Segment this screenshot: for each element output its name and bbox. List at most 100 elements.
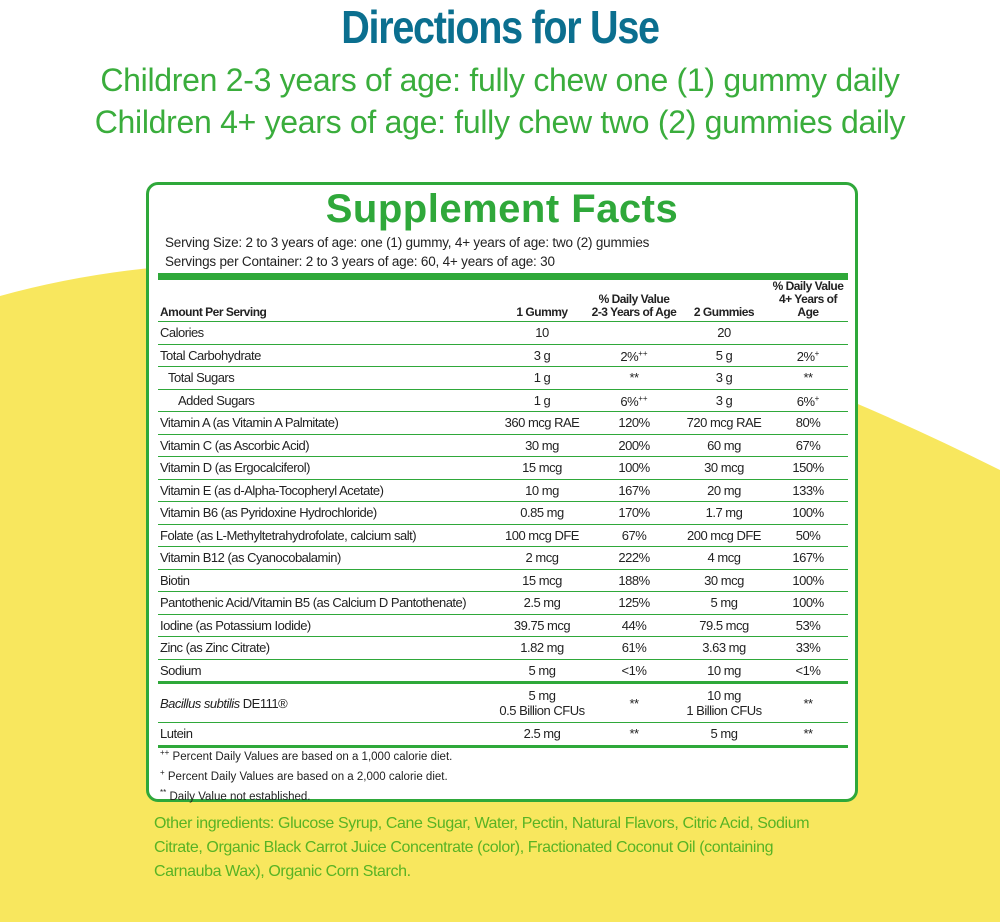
cell-text: <1% xyxy=(621,662,647,678)
header-text: % Daily Value xyxy=(598,292,670,306)
nutrient-name: Biotin xyxy=(158,569,496,592)
amount-cell: 120% xyxy=(588,411,680,435)
footnote-mark: ++ xyxy=(160,748,170,757)
amount-cell: 1 g xyxy=(496,366,588,390)
amount-cell xyxy=(588,321,680,345)
divider xyxy=(158,273,848,280)
amount-cell: 3.63 mg xyxy=(680,636,768,660)
nutrient-row: Total Carbohydrate 3 g 2%++ 5 g 2%+ xyxy=(158,344,848,367)
amount-cell: 1.82 mg xyxy=(496,636,588,660)
amount-cell: 2 mcg xyxy=(496,546,588,570)
cell-text: 80% xyxy=(795,415,821,431)
cell-text: 10 mg xyxy=(707,688,741,703)
amount-cell: 5 g xyxy=(680,344,768,367)
nutrient-name: Vitamin D (as Ergocalciferol) xyxy=(158,456,496,480)
nutrient-name: Vitamin E (as d-Alpha-Tocopheryl Acetate… xyxy=(158,479,496,502)
cell-text: 222% xyxy=(618,550,650,566)
title: Directions for Use xyxy=(341,1,660,53)
name-text: Biotin xyxy=(160,572,190,588)
amount-cell: 100% xyxy=(768,569,848,592)
amount-cell: 6%++ xyxy=(588,389,680,412)
amount-cell: 10 mg xyxy=(680,659,768,683)
amount-cell: 2.5 mg xyxy=(496,591,588,615)
column-header: 2 Gummies xyxy=(680,280,768,322)
amount-cell: 10 xyxy=(496,321,588,345)
column-header: 1 Gummy xyxy=(496,280,588,322)
nutrient-row: Iodine (as Potassium Iodide) 39.75 mcg 44%… xyxy=(158,614,848,637)
amount-cell: 170% xyxy=(588,501,680,525)
cell-text: 120% xyxy=(618,415,650,431)
amount-cell: ** xyxy=(588,681,680,723)
nutrient-row: Lutein 2.5 mg ** 5 mg ** xyxy=(158,722,848,748)
cell-text: 6% xyxy=(796,394,815,410)
cell-text: 100% xyxy=(792,572,824,588)
name-text: Iodine (as Potassium Iodide) xyxy=(160,617,311,633)
name-text: Vitamin E (as d-Alpha-Tocopheryl Acetate… xyxy=(160,482,384,498)
amount-cell: ** xyxy=(588,366,680,390)
cell-text: 125% xyxy=(618,595,650,611)
amount-cell: 125% xyxy=(588,591,680,615)
nutrient-row: Vitamin B6 (as Pyridoxine Hydrochloride)… xyxy=(158,501,848,525)
amount-cell: 360 mcg RAE xyxy=(496,411,588,435)
amount-cell: 33% xyxy=(768,636,848,660)
amount-cell: 2%+ xyxy=(768,344,848,367)
name-text: Vitamin C (as Ascorbic Acid) xyxy=(160,437,310,453)
cell-text: 3 g xyxy=(533,347,551,363)
name-text: Vitamin D (as Ergocalciferol) xyxy=(160,460,310,476)
amount-cell: <1% xyxy=(768,659,848,683)
cell-text: 2% xyxy=(620,349,639,365)
amount-cell: 20 mg xyxy=(680,479,768,502)
nutrient-row: Biotin 15 mcg 188% 30 mcg 100% xyxy=(158,569,848,592)
amount-cell: 3 g xyxy=(496,344,588,367)
cell-note: ++ xyxy=(638,349,648,359)
cell-text: 188% xyxy=(618,572,650,588)
cell-text: 100 mcg DFE xyxy=(505,527,579,543)
name-text: Vitamin A (as Vitamin A Palmitate) xyxy=(160,415,339,431)
nutrient-row: Vitamin D (as Ergocalciferol) 15 mcg 100% 3… xyxy=(158,456,848,480)
cell-text: 15 mcg xyxy=(522,572,562,588)
nutrient-name: Vitamin C (as Ascorbic Acid) xyxy=(158,434,496,457)
cell-text: 79.5 mcg xyxy=(699,617,749,633)
name-italic: Bacillus subtilis xyxy=(160,695,240,711)
amount-cell: 50% xyxy=(768,524,848,547)
ingredients: Other ingredients: Glucose Syrup, Cane S… xyxy=(154,815,810,880)
amount-cell: 44% xyxy=(588,614,680,637)
nutrient-name: Iodine (as Potassium Iodide) xyxy=(158,614,496,637)
cell-text: 720 mcg RAE xyxy=(686,415,762,431)
cell-text: ** xyxy=(629,695,639,711)
amount-cell: 720 mcg RAE xyxy=(680,411,768,435)
nutrient-row: Vitamin B12 (as Cyanocobalamin) 2 mcg 222%… xyxy=(158,546,848,570)
amount-cell: 30 mg xyxy=(496,434,588,457)
cell-text: 170% xyxy=(618,505,650,521)
cell-text: 2 mcg xyxy=(525,550,559,566)
amount-cell: 15 mcg xyxy=(496,456,588,480)
amount-cell: 167% xyxy=(768,546,848,570)
amount-cell: 10 mg 1 Billion CFUs xyxy=(680,681,768,723)
cell-note: + xyxy=(814,349,820,359)
cell-text: 200% xyxy=(618,437,650,453)
nutrient-name: Total Carbohydrate xyxy=(158,344,496,367)
name-text: Folate (as L-Methyltetrahydrofolate, cal… xyxy=(160,527,417,543)
name-text: Calories xyxy=(160,325,204,341)
amount-cell: 67% xyxy=(588,524,680,547)
name-text: Total Sugars xyxy=(168,370,235,386)
cell-text: 15 mcg xyxy=(522,460,562,476)
cell-text: 1 Billion CFUs xyxy=(686,703,762,718)
cell-text: <1% xyxy=(795,662,821,678)
amount-cell: 5 mg xyxy=(680,722,768,748)
nutrient-row: Added Sugars 1 g 6%++ 3 g 6%+ xyxy=(158,389,848,412)
cell-text: 150% xyxy=(792,460,824,476)
nutrient-name: Added Sugars xyxy=(158,389,496,412)
amount-cell: 100% xyxy=(588,456,680,480)
cell-text: 5 mg xyxy=(528,688,556,703)
amount-cell: 30 mcg xyxy=(680,456,768,480)
cell-text: ** xyxy=(803,726,813,742)
nutrient-name: Pantothenic Acid/Vitamin B5 (as Calcium … xyxy=(158,591,496,615)
nutrient-row: Zinc (as Zinc Citrate) 1.82 mg 61% 3.63 mg 3… xyxy=(158,636,848,660)
amount-cell: 5 mg xyxy=(496,659,588,683)
cell-text: 0.5 Billion CFUs xyxy=(499,703,585,718)
nutrient-row: Folate (as L-Methyltetrahydrofolate, cal… xyxy=(158,524,848,547)
cell-text: 67% xyxy=(621,527,647,543)
cell-text: 133% xyxy=(792,482,824,498)
